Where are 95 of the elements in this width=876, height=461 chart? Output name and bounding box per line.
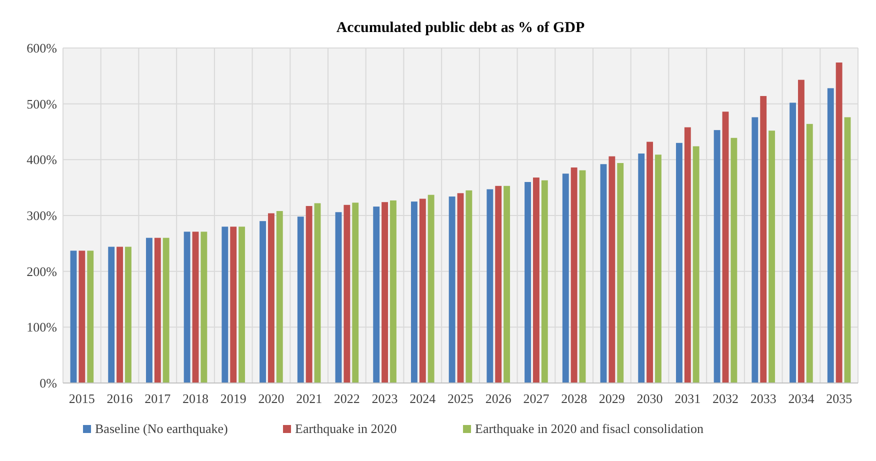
x-tick-label: 2031	[674, 391, 701, 406]
bar	[495, 186, 502, 383]
bar	[116, 246, 124, 383]
x-tick-label: 2035	[826, 391, 852, 406]
bar	[306, 206, 312, 383]
x-tick-label: 2028	[561, 391, 588, 406]
bar	[192, 232, 199, 383]
y-tick-label: 200%	[26, 264, 58, 279]
bar	[419, 198, 426, 383]
legend-label: Earthquake in 2020	[295, 421, 397, 436]
bar	[373, 206, 380, 383]
x-tick-label: 2022	[334, 391, 360, 406]
bar	[382, 202, 388, 383]
bar	[532, 178, 540, 383]
x-tick-label: 2026	[485, 391, 512, 406]
bar	[428, 194, 434, 383]
bar	[844, 117, 851, 383]
bar	[260, 221, 266, 383]
bar	[70, 250, 77, 383]
bar	[684, 127, 691, 383]
bar	[344, 204, 350, 383]
bar	[798, 80, 804, 383]
y-tick-label: 100%	[26, 320, 58, 335]
bar	[184, 232, 190, 383]
bar	[390, 200, 396, 383]
x-tick-label: 2020	[258, 391, 284, 406]
bar	[108, 246, 115, 383]
x-tick-label: 2029	[598, 391, 625, 406]
bar	[836, 62, 842, 383]
bar	[276, 211, 283, 383]
bar	[579, 170, 586, 383]
bar	[676, 142, 682, 383]
y-tick-label: 500%	[26, 96, 58, 112]
y-tick-label: 400%	[26, 152, 58, 168]
x-tick-label: 2021	[296, 391, 322, 406]
y-tick-label: 300%	[26, 208, 58, 224]
bar	[162, 238, 170, 383]
x-tick-label: 2017	[144, 391, 172, 406]
bar	[600, 164, 607, 383]
bar	[486, 189, 494, 383]
x-tick-label: 2016	[106, 391, 134, 406]
x-tick-label: 2023	[372, 391, 398, 406]
bar	[222, 226, 228, 383]
bar	[268, 213, 274, 383]
y-tick-label: 600%	[26, 40, 58, 56]
bar	[655, 154, 662, 383]
bar	[806, 124, 813, 383]
bar	[466, 190, 472, 383]
bar	[457, 193, 464, 383]
bar	[768, 130, 776, 383]
x-tick-label: 2018	[182, 391, 208, 406]
bar	[154, 238, 161, 383]
x-tick-label: 2015	[68, 391, 95, 406]
y-tick-label: 0%	[40, 376, 58, 391]
bar	[297, 216, 304, 383]
legend-label: Earthquake in 2020 and fisacl consolidation	[475, 421, 704, 436]
bar	[730, 138, 738, 383]
x-tick-label: 2033	[750, 391, 776, 406]
x-tick-label: 2025	[448, 391, 474, 406]
bar	[608, 156, 616, 383]
x-tick-label: 2032	[712, 391, 738, 406]
bar	[646, 142, 654, 383]
bar	[125, 246, 132, 383]
bar	[87, 250, 94, 383]
bar	[524, 182, 531, 383]
bar	[146, 238, 152, 383]
bar	[562, 174, 569, 383]
bar	[335, 212, 342, 383]
bar	[78, 250, 86, 383]
bar	[410, 202, 418, 383]
x-tick-label: 2034	[788, 391, 815, 406]
x-tick-label: 2030	[636, 391, 663, 406]
x-tick-label: 2027	[523, 391, 550, 406]
bar	[314, 203, 321, 383]
bar	[638, 154, 645, 383]
bar	[541, 180, 548, 383]
bar	[238, 226, 246, 383]
x-tick-label: 2019	[220, 391, 246, 406]
bar	[504, 186, 510, 383]
bar	[752, 117, 758, 383]
bar	[692, 146, 700, 383]
legend-label: Baseline (No earthquake)	[95, 421, 228, 436]
bar	[827, 88, 834, 383]
bar	[230, 226, 237, 383]
bar	[617, 163, 624, 383]
bar	[352, 202, 359, 383]
chart-title: Accumulated public debt as % of GDP	[336, 20, 585, 36]
x-tick-label: 2024	[410, 391, 436, 406]
bar	[760, 96, 767, 383]
bar	[714, 130, 720, 383]
bar	[570, 167, 578, 383]
bar	[722, 112, 729, 383]
bar	[200, 232, 208, 383]
bar	[448, 196, 456, 383]
bar	[790, 102, 796, 383]
